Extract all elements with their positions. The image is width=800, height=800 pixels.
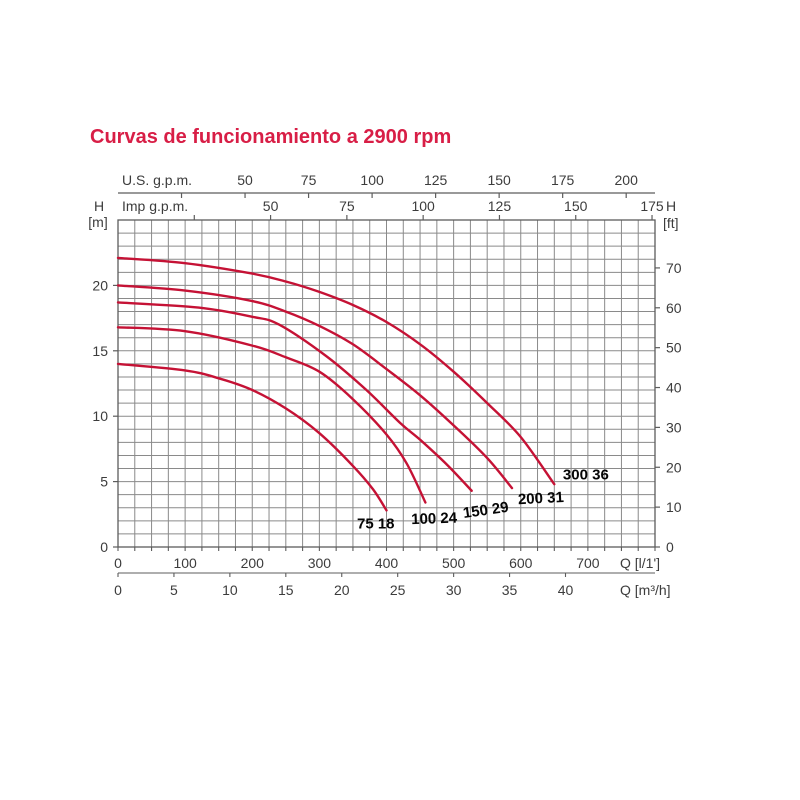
q-l1-tick-label: 600 — [509, 555, 533, 571]
h-ft-tick-label: 10 — [666, 499, 682, 515]
h-m-axis-title: H — [94, 198, 104, 214]
pump-curve-label: 200 31 — [518, 489, 565, 508]
h-ft-tick-label: 20 — [666, 459, 682, 475]
pump-curve-150-29 — [116, 301, 473, 492]
h-ft-tick-label: 0 — [666, 539, 674, 555]
pump-curve-300-36 — [116, 256, 556, 486]
h-ft-tick-label: 70 — [666, 260, 682, 276]
h-ft-tick-label: 30 — [666, 419, 682, 435]
q-m3h-tick-label: 10 — [222, 582, 238, 598]
q-l1-tick-label: 100 — [173, 555, 197, 571]
q-m3h-tick-label: 30 — [446, 582, 462, 598]
q-m3h-tick-label: 25 — [390, 582, 406, 598]
imp-gpm-tick-label: 150 — [564, 198, 588, 214]
h-ft-tick-label: 60 — [666, 300, 682, 316]
imp-gpm-tick-label: 125 — [488, 198, 512, 214]
imp-gpm-tick-label: 50 — [263, 198, 279, 214]
q-l1-tick-label: 500 — [442, 555, 466, 571]
pump-curve-75-18 — [116, 362, 388, 512]
us-gpm-tick-label: 125 — [424, 172, 448, 188]
imp-gpm-axis-title: Imp g.p.m. — [122, 198, 188, 214]
q-m3h-tick-label: 20 — [334, 582, 350, 598]
us-gpm-tick-label: 50 — [237, 172, 253, 188]
pump-curve-label: 75 18 — [357, 516, 395, 533]
h-ft-tick-label: 50 — [666, 340, 682, 356]
q-l1-axis-title: Q [l/1'] — [620, 555, 660, 571]
us-gpm-tick-label: 200 — [615, 172, 639, 188]
q-m3h-axis-title: Q [m³/h] — [620, 582, 671, 598]
us-gpm-tick-label: 75 — [301, 172, 317, 188]
h-m-tick-label: 20 — [92, 277, 108, 293]
h-m-tick-label: 0 — [100, 539, 108, 555]
us-gpm-axis-title: U.S. g.p.m. — [122, 172, 192, 188]
q-l1-tick-label: 700 — [576, 555, 600, 571]
imp-gpm-tick-label: 175 — [640, 198, 664, 214]
imp-gpm-tick-label: 100 — [411, 198, 435, 214]
h-ft-axis-title: H — [666, 198, 676, 214]
pump-curve-label: 300 36 — [563, 467, 609, 484]
q-m3h-tick-label: 35 — [502, 582, 518, 598]
q-m3h-tick-label: 5 — [170, 582, 178, 598]
q-m3h-tick-label: 40 — [558, 582, 574, 598]
pump-curve-200-31 — [116, 284, 514, 490]
q-l1-tick-label: 0 — [114, 555, 122, 571]
chart-title: Curvas de funcionamiento a 2900 rpm — [90, 126, 452, 148]
h-m-tick-label: 10 — [92, 408, 108, 424]
h-m-tick-label: 5 — [100, 474, 108, 490]
us-gpm-tick-label: 100 — [360, 172, 384, 188]
us-gpm-tick-label: 175 — [551, 172, 575, 188]
h-m-unit-label: [m] — [88, 214, 107, 230]
pump-curve-label: 100 24 — [411, 510, 458, 529]
pump-curve-label: 150 29 — [462, 499, 510, 522]
h-ft-unit-label: [ft] — [663, 215, 679, 231]
imp-gpm-tick-label: 75 — [339, 198, 355, 214]
h-m-tick-label: 15 — [92, 343, 108, 359]
q-m3h-tick-label: 15 — [278, 582, 294, 598]
q-l1-tick-label: 300 — [308, 555, 332, 571]
pump-curve-100-24 — [116, 326, 427, 504]
q-l1-tick-label: 400 — [375, 555, 399, 571]
h-ft-tick-label: 40 — [666, 380, 682, 396]
us-gpm-tick-label: 150 — [487, 172, 511, 188]
q-l1-tick-label: 200 — [241, 555, 265, 571]
q-m3h-tick-label: 0 — [114, 582, 122, 598]
